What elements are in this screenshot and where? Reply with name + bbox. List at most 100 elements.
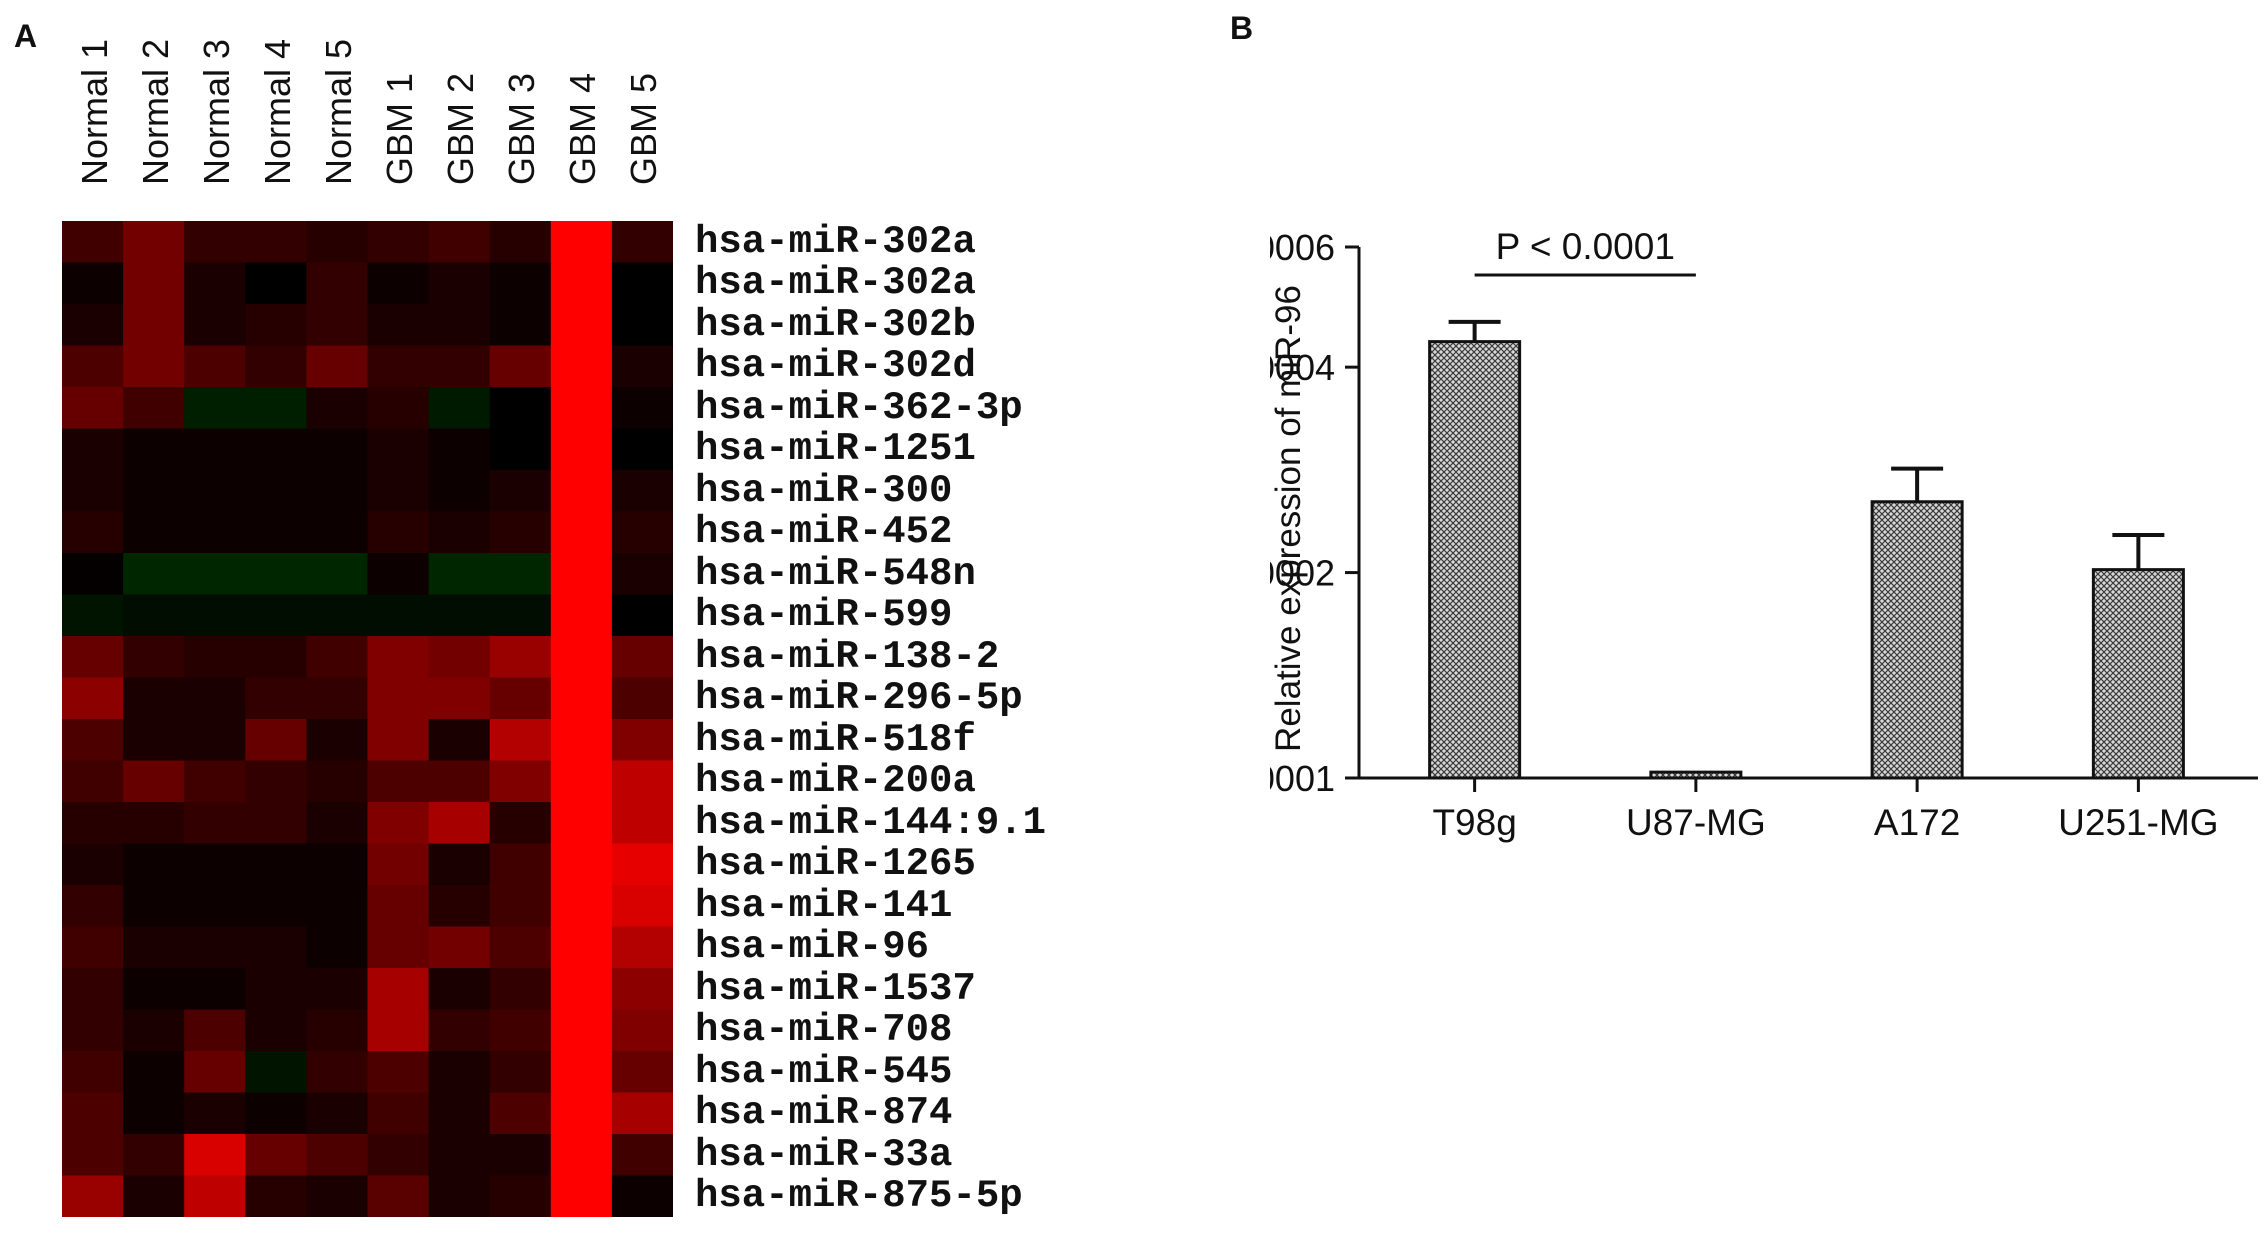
heatmap-cell [428, 1175, 491, 1217]
heatmap-column-label: GBM 2 [440, 72, 482, 185]
heatmap-cell [550, 428, 613, 471]
heatmap-cell [184, 760, 246, 803]
heatmap-cell [306, 1092, 369, 1135]
heatmap-cell [123, 885, 185, 928]
heatmap-cell [306, 387, 369, 430]
heatmap-cell [62, 1092, 124, 1135]
heatmap-cell [367, 1051, 430, 1094]
heatmap-cell [611, 221, 673, 264]
heatmap-cell [489, 802, 552, 845]
heatmap-cell [550, 926, 613, 969]
heatmap-cell [306, 636, 369, 679]
heatmap-cell [62, 926, 124, 969]
heatmap-cell [184, 1175, 246, 1217]
heatmap-cell [123, 1009, 185, 1052]
heatmap-cell [184, 221, 246, 264]
heatmap-cell [245, 1175, 307, 1217]
heatmap-cell [245, 1134, 307, 1177]
heatmap-cell [550, 968, 613, 1011]
heatmap-cell [367, 221, 430, 264]
heatmap-row-label: hsa-miR-362-3p [695, 385, 1023, 430]
heatmap-cell [489, 345, 552, 388]
heatmap-cell [184, 470, 246, 513]
heatmap-cell [489, 594, 552, 637]
heatmap-cell [123, 262, 185, 305]
heatmap-cell [611, 262, 673, 305]
heatmap-cell [245, 719, 307, 762]
heatmap-cell [428, 221, 491, 264]
heatmap-cell [489, 262, 552, 305]
heatmap-cell [428, 926, 491, 969]
heatmap-cell [428, 428, 491, 471]
heatmap-cell [489, 221, 552, 264]
heatmap-cell [611, 387, 673, 430]
heatmap-column-label: GBM 4 [562, 72, 604, 185]
heatmap-cell [428, 968, 491, 1011]
heatmap-cell [428, 553, 491, 596]
heatmap-cell [62, 677, 124, 720]
heatmap-cell [367, 719, 430, 762]
heatmap-cell [123, 1175, 185, 1217]
heatmap-cell [62, 760, 124, 803]
heatmap-cell [62, 843, 124, 886]
heatmap-cell [367, 1009, 430, 1052]
heatmap-cell [428, 262, 491, 305]
heatmap-cell [184, 636, 246, 679]
heatmap-cell [367, 428, 430, 471]
y-tick-label: 0.00002 [1270, 553, 1335, 594]
heatmap-cell [123, 1134, 185, 1177]
heatmap-cell [489, 968, 552, 1011]
heatmap-cell [62, 387, 124, 430]
heatmap-cell [428, 511, 491, 554]
heatmap-cell [245, 594, 307, 637]
heatmap-cell [428, 719, 491, 762]
heatmap-cell [550, 470, 613, 513]
heatmap-cell [367, 843, 430, 886]
heatmap-cell [62, 636, 124, 679]
heatmap-cell [489, 760, 552, 803]
heatmap-cell [611, 428, 673, 471]
heatmap-cell [611, 968, 673, 1011]
heatmap-cell [123, 802, 185, 845]
heatmap-cell [489, 1009, 552, 1052]
heatmap-cell [184, 262, 246, 305]
heatmap-cell [62, 885, 124, 928]
heatmap-cell [62, 968, 124, 1011]
heatmap-cell [611, 1051, 673, 1094]
heatmap-row-label: hsa-miR-296-5p [695, 676, 1023, 721]
heatmap-cell [245, 926, 307, 969]
heatmap-cell [184, 594, 246, 637]
heatmap-cell [611, 719, 673, 762]
y-tick-label: 0.00001 [1270, 758, 1335, 799]
x-tick-label: U251-MG [2058, 802, 2218, 843]
heatmap-cell [306, 760, 369, 803]
heatmap-cell [611, 345, 673, 388]
heatmap-cell [123, 677, 185, 720]
heatmap-cell [550, 843, 613, 886]
heatmap-cell [245, 1092, 307, 1135]
heatmap-cell [550, 1009, 613, 1052]
heatmap-cell [184, 719, 246, 762]
heatmap-cell [245, 760, 307, 803]
heatmap-cell [123, 511, 185, 554]
heatmap-cell [428, 1051, 491, 1094]
heatmap-row-label: hsa-miR-302a [695, 261, 976, 306]
bar [1649, 770, 1743, 780]
heatmap-cell [550, 345, 613, 388]
heatmap-cell [123, 387, 185, 430]
heatmap-cell [306, 1009, 369, 1052]
heatmap-cell [550, 1175, 613, 1217]
panel-a-label: A [14, 18, 38, 54]
heatmap-column-label: Normal 1 [73, 38, 115, 185]
heatmap-cell [62, 553, 124, 596]
heatmap-cell [550, 262, 613, 305]
heatmap-row-label: hsa-miR-302b [695, 302, 976, 347]
heatmap-cell [489, 885, 552, 928]
heatmap-cell [489, 1092, 552, 1135]
heatmap-cell [62, 719, 124, 762]
heatmap-cell [428, 304, 491, 347]
heatmap-cell [123, 636, 185, 679]
heatmap-cell [62, 594, 124, 637]
heatmap-cell [306, 511, 369, 554]
heatmap-cell [489, 511, 552, 554]
